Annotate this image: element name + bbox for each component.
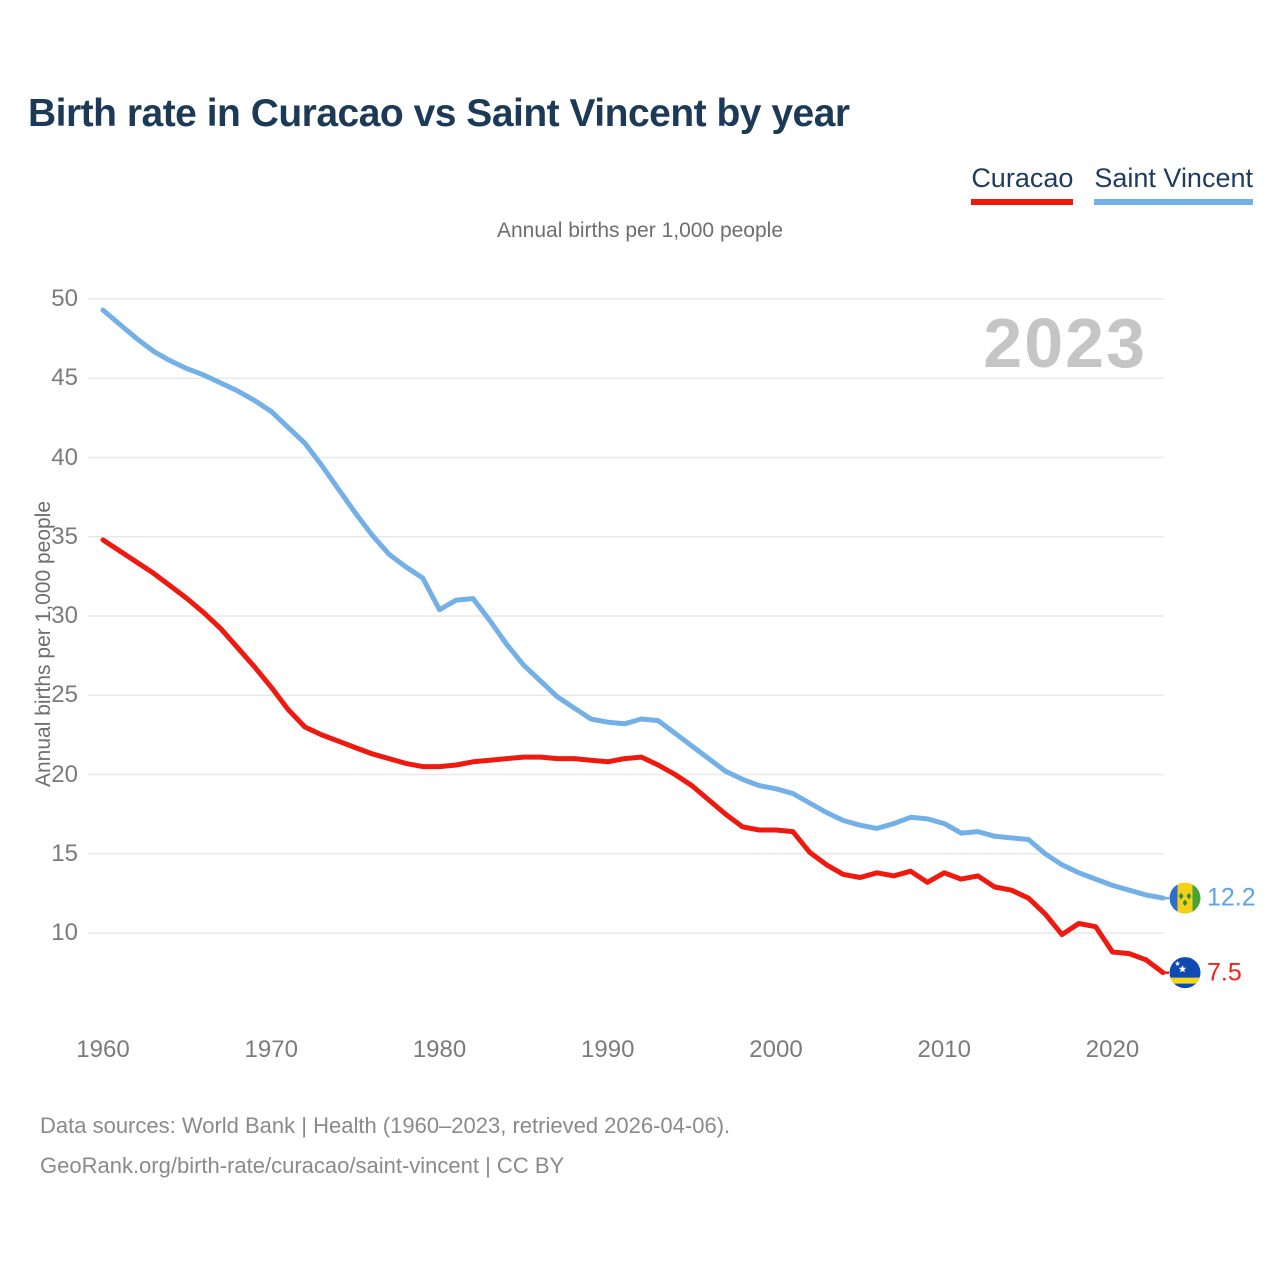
x-tick-1980: 1980	[412, 1036, 467, 1063]
x-tick-1960: 1960	[76, 1036, 130, 1063]
page-title: Birth rate in Curacao vs Saint Vincent b…	[28, 92, 850, 135]
x-tick-1990: 1990	[581, 1036, 635, 1063]
attribution-line: GeoRank.org/birth-rate/curacao/saint-vin…	[40, 1153, 565, 1178]
y-tick-40: 40	[51, 443, 78, 471]
legend-item-saint-vincent[interactable]: Saint Vincent	[1094, 163, 1253, 205]
y-tick-25: 25	[51, 681, 78, 709]
y-tick-45: 45	[51, 364, 78, 392]
x-tick-2010: 2010	[917, 1036, 971, 1063]
saint-vincent-flag-icon	[1169, 882, 1201, 914]
series-line-curacao[interactable]	[100, 537, 1166, 976]
end-value-curacao: 7.5	[1207, 958, 1242, 987]
x-tick-1970: 1970	[244, 1036, 298, 1063]
data-source-line: Data sources: World Bank | Health (1960–…	[40, 1113, 731, 1138]
legend-item-curacao[interactable]: Curacao	[971, 163, 1074, 205]
gridlines	[88, 298, 1164, 934]
y-tick-20: 20	[51, 760, 78, 788]
x-tick-2000: 2000	[749, 1036, 803, 1063]
y-tick-15: 15	[51, 839, 78, 867]
end-value-saint-vincent: 12.2	[1207, 883, 1256, 912]
series-line-saint-vincent[interactable]	[100, 307, 1166, 901]
legend: Curacao Saint Vincent	[971, 163, 1253, 205]
watermark-year: 2023	[983, 304, 1147, 382]
curacao-flag-icon	[1169, 957, 1201, 989]
footer: Data sources: World Bank | Health (1960–…	[40, 1106, 730, 1186]
y-tick-50: 50	[51, 285, 78, 312]
chart-subtitle: Annual births per 1,000 people	[496, 219, 784, 242]
y-tick-30: 30	[51, 602, 78, 629]
y-tick-10: 10	[51, 919, 78, 946]
x-tick-2020: 2020	[1085, 1036, 1140, 1063]
y-tick-35: 35	[51, 522, 78, 550]
